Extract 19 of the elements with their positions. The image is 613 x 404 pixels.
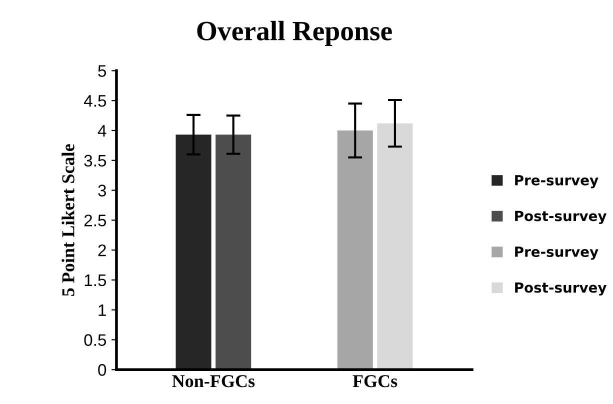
y-tick-label: 1: [98, 304, 106, 316]
y-axis-title: 5 Point Likert Scale: [62, 144, 74, 296]
y-tick-label: 5: [98, 65, 106, 77]
legend-label: Post-survey: [515, 210, 607, 224]
y-tick-label: 0.5: [84, 334, 106, 346]
y-tick-label: 1.5: [84, 274, 106, 286]
y-tick-label: 4: [98, 125, 106, 137]
x-tick-label: Non-FGCs: [172, 375, 255, 388]
y-tick-label: 2: [98, 244, 106, 256]
y-tick-label: 2.5: [84, 214, 106, 226]
legend-label: Pre-survey: [515, 175, 598, 188]
y-tick-label: 3: [98, 184, 106, 196]
legend-label: Pre-survey: [515, 246, 598, 260]
x-tick-label: FGCs: [352, 375, 398, 388]
legend-label: Post-survey: [515, 282, 607, 296]
y-tick-label: 0: [98, 364, 106, 376]
y-tick-label: 4.5: [84, 95, 106, 107]
chart-title: Overall Reponse: [197, 20, 392, 46]
y-tick-label: 3.5: [84, 154, 106, 167]
